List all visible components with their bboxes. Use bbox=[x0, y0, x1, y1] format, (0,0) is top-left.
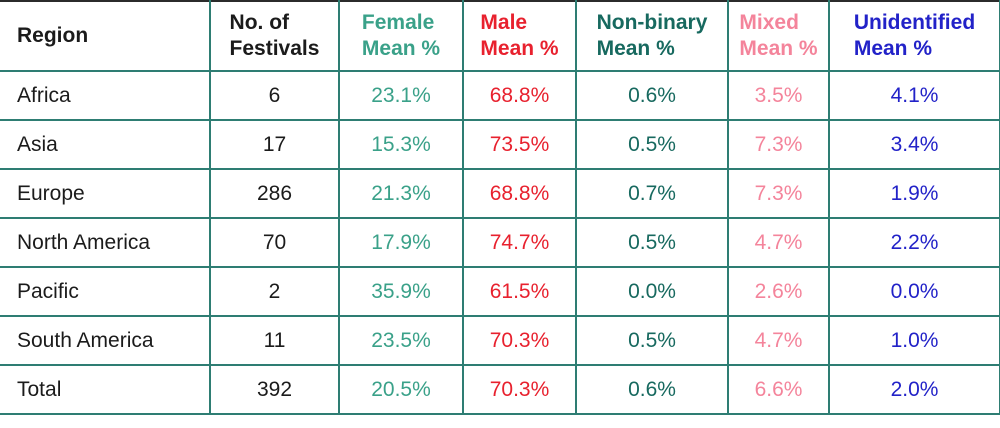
cell-male-mean: 68.8% bbox=[462, 70, 577, 121]
cell-female-mean: 23.1% bbox=[338, 70, 464, 121]
cell-female-mean: 15.3% bbox=[338, 119, 464, 170]
cell-region: Pacific bbox=[0, 266, 211, 317]
column-header-unidentified-mean: Unidentified Mean % bbox=[828, 0, 1000, 72]
cell-region: Africa bbox=[0, 70, 211, 121]
header-label: Unidentified bbox=[853, 11, 976, 34]
header-label: No. of bbox=[229, 11, 290, 34]
cell-region: Europe bbox=[0, 168, 211, 219]
cell-festivals: 70 bbox=[209, 217, 340, 268]
cell-nonbinary-mean: 0.0% bbox=[575, 266, 729, 317]
cell-female-mean: 35.9% bbox=[338, 266, 464, 317]
cell-male-mean: 70.3% bbox=[462, 364, 577, 415]
cell-festivals: 6 bbox=[209, 70, 340, 121]
header-label: Non-binary bbox=[596, 11, 708, 34]
cell-mixed-mean: 4.7% bbox=[727, 315, 830, 366]
cell-nonbinary-mean: 0.5% bbox=[575, 217, 729, 268]
cell-male-mean: 61.5% bbox=[462, 266, 577, 317]
cell-unidentified-mean: 2.2% bbox=[828, 217, 1000, 268]
table-row: Europe 286 21.3% 68.8% 0.7% 7.3% 1.9% bbox=[0, 168, 1000, 219]
table-row: North America 70 17.9% 74.7% 0.5% 4.7% 2… bbox=[0, 217, 1000, 268]
cell-male-mean: 68.8% bbox=[462, 168, 577, 219]
cell-festivals: 392 bbox=[209, 364, 340, 415]
column-header-mixed-mean: Mixed Mean % bbox=[727, 0, 830, 72]
table-row: Asia 17 15.3% 73.5% 0.5% 7.3% 3.4% bbox=[0, 119, 1000, 170]
cell-nonbinary-mean: 0.5% bbox=[575, 119, 729, 170]
cell-nonbinary-mean: 0.6% bbox=[575, 70, 729, 121]
cell-mixed-mean: 2.6% bbox=[727, 266, 830, 317]
cell-female-mean: 21.3% bbox=[338, 168, 464, 219]
cell-mixed-mean: 7.3% bbox=[727, 119, 830, 170]
cell-male-mean: 70.3% bbox=[462, 315, 577, 366]
column-header-nonbinary-mean: Non-binary Mean % bbox=[575, 0, 729, 72]
cell-unidentified-mean: 1.0% bbox=[828, 315, 1000, 366]
cell-male-mean: 73.5% bbox=[462, 119, 577, 170]
table-row: Total 392 20.5% 70.3% 0.6% 6.6% 2.0% bbox=[0, 364, 1000, 415]
column-header-festivals: No. of Festivals bbox=[209, 0, 340, 72]
cell-region: South America bbox=[0, 315, 211, 366]
header-row: Region No. of Festivals Female Mean % Male… bbox=[0, 0, 1000, 72]
cell-mixed-mean: 7.3% bbox=[727, 168, 830, 219]
cell-nonbinary-mean: 0.7% bbox=[575, 168, 729, 219]
header-label: Male bbox=[480, 11, 528, 34]
table-header: Region No. of Festivals Female Mean % Male… bbox=[0, 0, 1000, 72]
column-header-male-mean: Male Mean % bbox=[462, 0, 577, 72]
cell-festivals: 17 bbox=[209, 119, 340, 170]
column-header-region: Region bbox=[0, 0, 211, 72]
table-body: Africa 6 23.1% 68.8% 0.6% 3.5% 4.1% Asia… bbox=[0, 70, 1000, 415]
column-header-female-mean: Female Mean % bbox=[338, 0, 464, 72]
cell-male-mean: 74.7% bbox=[462, 217, 577, 268]
cell-unidentified-mean: 1.9% bbox=[828, 168, 1000, 219]
cell-unidentified-mean: 2.0% bbox=[828, 364, 1000, 415]
table-row: Pacific 2 35.9% 61.5% 0.0% 2.6% 0.0% bbox=[0, 266, 1000, 317]
cell-region: North America bbox=[0, 217, 211, 268]
cell-festivals: 2 bbox=[209, 266, 340, 317]
gender-statistics-table: Region No. of Festivals Female Mean % Male… bbox=[0, 0, 1000, 415]
cell-unidentified-mean: 0.0% bbox=[828, 266, 1000, 317]
cell-festivals: 11 bbox=[209, 315, 340, 366]
cell-nonbinary-mean: 0.6% bbox=[575, 364, 729, 415]
cell-nonbinary-mean: 0.5% bbox=[575, 315, 729, 366]
cell-female-mean: 17.9% bbox=[338, 217, 464, 268]
cell-region: Asia bbox=[0, 119, 211, 170]
header-label: Region bbox=[17, 24, 89, 47]
cell-region: Total bbox=[0, 364, 211, 415]
cell-mixed-mean: 4.7% bbox=[727, 217, 830, 268]
cell-mixed-mean: 6.6% bbox=[727, 364, 830, 415]
cell-mixed-mean: 3.5% bbox=[727, 70, 830, 121]
cell-female-mean: 20.5% bbox=[338, 364, 464, 415]
cell-unidentified-mean: 3.4% bbox=[828, 119, 1000, 170]
cell-female-mean: 23.5% bbox=[338, 315, 464, 366]
header-label: Female bbox=[361, 11, 435, 34]
table-row: South America 11 23.5% 70.3% 0.5% 4.7% 1… bbox=[0, 315, 1000, 366]
table-row: Africa 6 23.1% 68.8% 0.6% 3.5% 4.1% bbox=[0, 70, 1000, 121]
cell-festivals: 286 bbox=[209, 168, 340, 219]
header-label: Mixed bbox=[739, 11, 799, 34]
cell-unidentified-mean: 4.1% bbox=[828, 70, 1000, 121]
